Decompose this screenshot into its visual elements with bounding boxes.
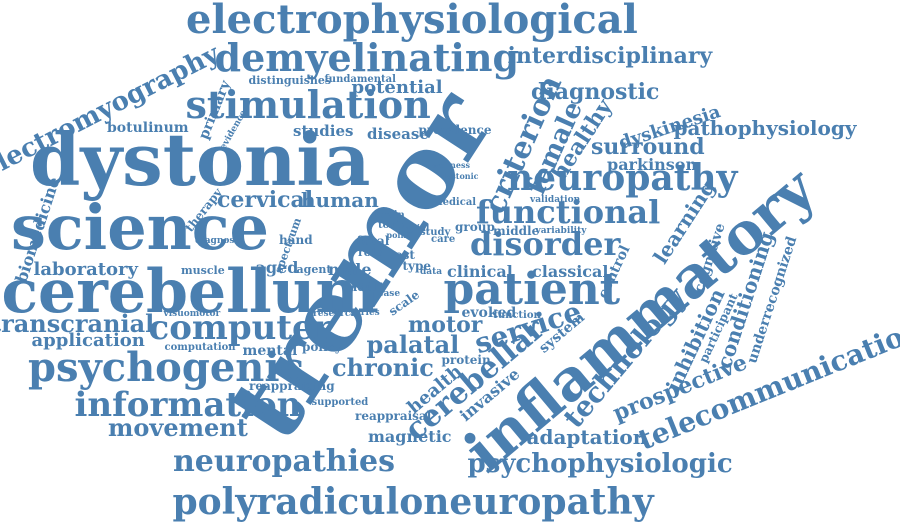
word: stimulation bbox=[185, 82, 431, 127]
word: application bbox=[31, 330, 145, 351]
word: care bbox=[431, 234, 456, 245]
word: focal bbox=[356, 234, 390, 248]
word: toxin bbox=[378, 220, 407, 231]
word: dystonia bbox=[30, 117, 371, 202]
word: fundamental bbox=[324, 74, 396, 85]
word: brain bbox=[375, 210, 405, 221]
word: medical bbox=[432, 197, 477, 208]
word: prevalence bbox=[418, 123, 492, 137]
word: reappraisal bbox=[355, 409, 432, 423]
word: glial bbox=[407, 223, 430, 234]
word: disease bbox=[367, 124, 429, 143]
word: supported bbox=[311, 397, 369, 408]
word: dystonic bbox=[441, 171, 479, 181]
word: series bbox=[350, 307, 380, 318]
word: wellness bbox=[432, 160, 470, 170]
word: case bbox=[378, 288, 401, 299]
word: agent bbox=[296, 262, 332, 276]
word: distinguishes bbox=[248, 73, 332, 87]
word: parkinson bbox=[607, 155, 698, 174]
word: muscle bbox=[181, 263, 225, 277]
word: surround bbox=[591, 134, 705, 160]
word: potential bbox=[351, 77, 443, 98]
word: test bbox=[389, 248, 415, 262]
word: human bbox=[301, 188, 379, 212]
word: neuropathy bbox=[507, 157, 738, 199]
word: studies bbox=[293, 121, 354, 140]
word: demyelinating bbox=[214, 35, 520, 80]
word: visuomotor bbox=[163, 308, 221, 319]
word: group bbox=[455, 220, 495, 234]
word: electrophysiological bbox=[186, 0, 638, 43]
word: mental bbox=[242, 343, 298, 359]
word: aged bbox=[255, 258, 299, 277]
word: function bbox=[493, 310, 541, 321]
word: palatal bbox=[366, 330, 460, 359]
word: cervical bbox=[217, 187, 314, 213]
word: reappraising bbox=[249, 379, 335, 393]
word: male bbox=[328, 260, 372, 279]
word: evoked bbox=[461, 305, 517, 321]
word: functional bbox=[476, 193, 661, 231]
word: policy bbox=[302, 340, 342, 354]
word: neuropathies bbox=[173, 444, 395, 479]
word: hand bbox=[279, 233, 313, 247]
word: variability bbox=[535, 225, 587, 236]
word: classical bbox=[532, 262, 609, 281]
word: computer bbox=[148, 308, 332, 348]
word: type bbox=[402, 259, 432, 273]
word: transcranial bbox=[0, 309, 155, 338]
word: pathophysiology bbox=[673, 116, 857, 140]
word: adaptation bbox=[526, 425, 648, 449]
word: adult bbox=[349, 280, 385, 294]
word: psychogenic bbox=[28, 344, 304, 391]
word: protein bbox=[441, 353, 491, 367]
word: validation bbox=[530, 194, 581, 205]
word: science bbox=[11, 191, 269, 264]
word: diagnostic bbox=[531, 79, 660, 105]
word: motor bbox=[408, 312, 483, 338]
word: patient bbox=[443, 264, 621, 315]
word: clinical bbox=[447, 262, 513, 281]
word: research bbox=[313, 308, 357, 319]
word: magnetic bbox=[368, 427, 452, 446]
word: middle bbox=[493, 224, 540, 238]
word: information bbox=[74, 385, 302, 425]
word: computation bbox=[164, 342, 236, 353]
word: cerebellum bbox=[1, 257, 379, 327]
word: movement bbox=[108, 413, 248, 442]
word: disorder bbox=[470, 225, 621, 263]
word: polyradiculoneuropathy bbox=[172, 481, 654, 523]
word: psychophysiologic bbox=[467, 449, 733, 479]
word: study bbox=[420, 227, 451, 238]
word: diagnosis bbox=[195, 235, 243, 246]
word: role bbox=[358, 245, 383, 259]
word: botulinum bbox=[107, 120, 189, 136]
word: data bbox=[420, 266, 443, 277]
word: chronic bbox=[332, 353, 434, 382]
word: interdisciplinary bbox=[507, 43, 713, 69]
word: point bbox=[386, 230, 410, 240]
word: laboratory bbox=[33, 259, 139, 280]
